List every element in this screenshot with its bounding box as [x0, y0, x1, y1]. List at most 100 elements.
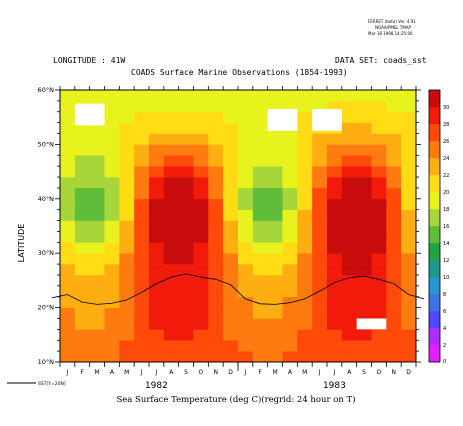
heatmap-cell: [252, 307, 268, 319]
heatmap-cell: [297, 155, 313, 167]
heatmap-cell: [356, 231, 372, 243]
heatmap-cell: [267, 177, 283, 189]
heatmap-cell: [252, 296, 268, 308]
heatmap-cell: [163, 177, 179, 189]
heatmap-cell: [119, 351, 135, 363]
heatmap-cell: [208, 242, 224, 254]
heatmap-cell: [327, 177, 343, 189]
heatmap-cell: [89, 329, 105, 341]
heatmap-cell: [327, 198, 343, 210]
heatmap-cell: [267, 329, 283, 341]
heatmap-cell: [223, 122, 239, 134]
heatmap-cell: [223, 264, 239, 276]
heatmap-cell: [104, 111, 120, 123]
heatmap-cell: [104, 253, 120, 265]
heatmap-cell: [386, 220, 402, 232]
y-tick-label: 30°N: [38, 249, 55, 257]
heatmap-cell: [178, 220, 194, 232]
heatmap-cell: [371, 231, 387, 243]
heatmap-cell: [149, 209, 165, 221]
heatmap-cell: [312, 133, 328, 145]
heatmap-cell: [178, 209, 194, 221]
heatmap-cell: [60, 133, 76, 145]
heatmap-cell: [104, 187, 120, 200]
heatmap-cell: [89, 90, 105, 102]
heatmap-cell: [223, 220, 239, 232]
heatmap-cell: [178, 264, 194, 276]
heatmap-cell: [60, 274, 76, 287]
heatmap-cell: [134, 177, 150, 189]
heatmap-cell: [193, 329, 209, 341]
heatmap-cell: [208, 285, 224, 298]
heatmap-cell: [74, 133, 90, 145]
heatmap-cell: [208, 329, 224, 341]
heatmap-cell: [371, 340, 387, 352]
colorbar-level-label: 30: [443, 105, 449, 111]
heatmap-cell: [252, 198, 268, 210]
heatmap-cell: [386, 307, 402, 319]
heatmap-cell: [341, 122, 357, 134]
heatmap-cell: [208, 296, 224, 308]
heatmap-cell: [386, 122, 402, 134]
heatmap-cell: [401, 220, 417, 232]
heatmap-cell: [282, 285, 298, 298]
heatmap-cell: [252, 111, 268, 123]
heatmap-cell: [267, 144, 283, 156]
heatmap-cell: [193, 177, 209, 189]
heatmap-cell: [356, 144, 372, 156]
heatmap-cell: [252, 285, 268, 298]
heatmap-cell: [386, 285, 402, 298]
heatmap-cell: [341, 198, 357, 210]
heatmap-cell: [208, 198, 224, 210]
heatmap-cell: [356, 111, 372, 123]
heatmap-cell: [386, 198, 402, 210]
missing-data-block: [267, 109, 298, 131]
heatmap-cell: [104, 198, 120, 210]
heatmap-cell: [163, 329, 179, 341]
colorbar-frame: [428, 89, 441, 363]
heatmap-cell: [119, 144, 135, 156]
heatmap-cell: [401, 144, 417, 156]
heatmap-cell: [178, 253, 194, 265]
legend-line-label: SST[Y=20N]: [38, 381, 66, 387]
heatmap-cell: [193, 231, 209, 243]
heatmap-cell: [119, 307, 135, 319]
heatmap-cell: [267, 318, 283, 330]
heatmap-cell: [193, 166, 209, 178]
heatmap-cell: [282, 144, 298, 156]
heatmap-cell: [341, 144, 357, 156]
heatmap-cell: [356, 177, 372, 189]
heatmap-cell: [74, 307, 90, 319]
heatmap-cell: [193, 264, 209, 276]
heatmap-cell: [60, 100, 76, 113]
heatmap-cell: [163, 318, 179, 330]
heatmap-cell: [238, 209, 254, 221]
heatmap-cell: [371, 133, 387, 145]
heatmap-cell: [208, 231, 224, 243]
heatmap-cell: [104, 155, 120, 167]
colorbar-band: [429, 311, 440, 329]
heatmap-cell: [149, 253, 165, 265]
heatmap-cell: [60, 264, 76, 276]
heatmap-cell: [163, 198, 179, 210]
heatmap-cell: [208, 318, 224, 330]
heatmap-cell: [327, 318, 343, 330]
heatmap-cell: [267, 187, 283, 200]
heatmap-cell: [327, 231, 343, 243]
heatmap-cell: [356, 351, 372, 363]
heatmap-cell: [297, 274, 313, 287]
heatmap-cell: [178, 318, 194, 330]
heatmap-cell: [223, 177, 239, 189]
heatmap-cell: [297, 351, 313, 363]
heatmap-cell: [193, 198, 209, 210]
heatmap-cell: [341, 285, 357, 298]
heatmap-cell: [223, 307, 239, 319]
heatmap-cell: [312, 198, 328, 210]
heatmap-cell: [89, 155, 105, 167]
heatmap-cell: [267, 340, 283, 352]
heatmap-cell: [193, 100, 209, 113]
heatmap-cell: [356, 220, 372, 232]
y-tick-label: 20°N: [38, 304, 55, 312]
heatmap-cell: [401, 111, 417, 123]
